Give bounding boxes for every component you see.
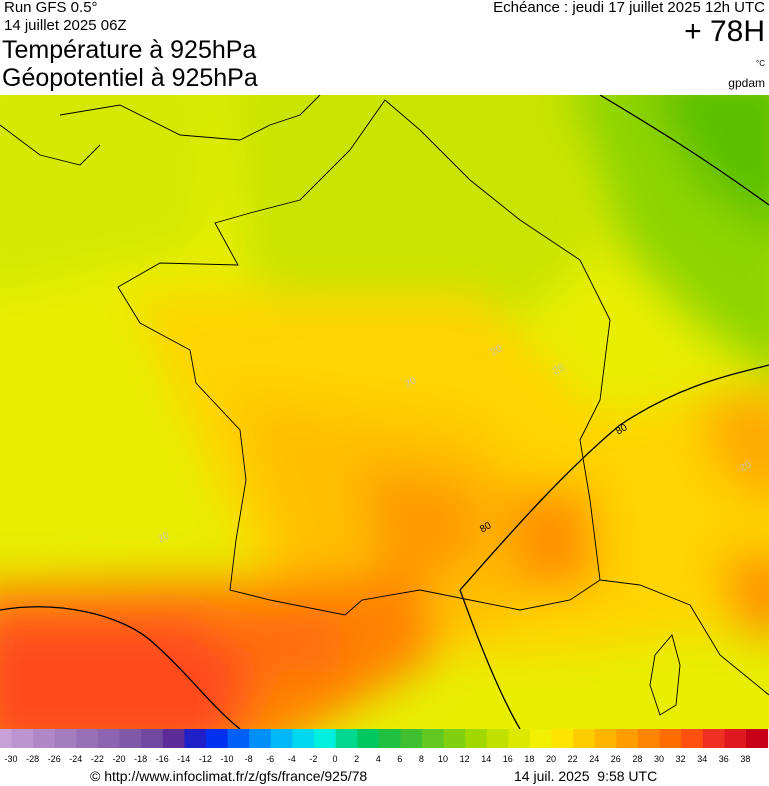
scale-label: 36 [719, 754, 729, 764]
contour-label: 20 [156, 530, 172, 545]
color-swatch [292, 729, 315, 748]
color-swatch [659, 729, 682, 748]
color-swatch [98, 729, 121, 748]
color-swatch [724, 729, 747, 748]
scale-label: 30 [654, 754, 664, 764]
contour-label: 20 [738, 459, 754, 474]
color-swatch [551, 729, 574, 748]
color-swatch [54, 729, 77, 748]
color-swatch [249, 729, 272, 748]
color-swatch [702, 729, 725, 748]
scale-label: -4 [288, 754, 296, 764]
color-swatch [11, 729, 34, 748]
scale-label: 12 [460, 754, 470, 764]
run-label: Run GFS 0.5° [4, 0, 98, 16]
scale-label: 20 [546, 754, 556, 764]
color-swatch [119, 729, 142, 748]
scale-label: 14 [481, 754, 491, 764]
scale-label: 10 [438, 754, 448, 764]
scale-label: 6 [397, 754, 402, 764]
scale-label: -30 [4, 754, 17, 764]
contour-label: 20 [489, 343, 505, 358]
color-swatch [746, 729, 769, 748]
scale-label: -16 [156, 754, 169, 764]
scale-label: 26 [611, 754, 621, 764]
color-swatch [184, 729, 207, 748]
color-swatch [33, 729, 56, 748]
scale-label: 2 [354, 754, 359, 764]
timestamp: 14 juil. 2025 9:58 UTC [514, 768, 658, 784]
scale-label: 28 [632, 754, 642, 764]
geopotential-contours [0, 95, 769, 729]
color-swatch [508, 729, 531, 748]
lead-time: + 78H [684, 15, 765, 48]
contour-label: 20 [551, 362, 567, 377]
color-swatch [573, 729, 596, 748]
color-swatch [616, 729, 639, 748]
scale-label: 4 [376, 754, 381, 764]
color-swatch [162, 729, 185, 748]
color-swatch [638, 729, 661, 748]
scale-label: 0 [332, 754, 337, 764]
scale-label: 8 [419, 754, 424, 764]
scale-label: -12 [199, 754, 212, 764]
scale-label: -10 [220, 754, 233, 764]
scale-label: -26 [48, 754, 61, 764]
scale-label: -22 [91, 754, 104, 764]
scale-label: -20 [112, 754, 125, 764]
temperature-field [0, 95, 769, 729]
scale-label: 22 [568, 754, 578, 764]
valid-time: Echéance : jeudi 17 juillet 2025 12h UTC [493, 0, 765, 16]
color-swatch [76, 729, 99, 748]
scale-label: -24 [69, 754, 82, 764]
color-swatch [378, 729, 401, 748]
scale-label: 32 [676, 754, 686, 764]
title-line1: Température à 925hPa [2, 36, 257, 64]
brand: gpdam [728, 76, 765, 90]
unit: °C [756, 59, 765, 68]
scale-label: -6 [266, 754, 274, 764]
scale-label: 34 [697, 754, 707, 764]
color-swatch [227, 729, 250, 748]
color-swatch [422, 729, 445, 748]
scale-label: 18 [524, 754, 534, 764]
map: 80 80 20 20 20 20 20 [0, 95, 769, 729]
color-swatch [443, 729, 466, 748]
scale-label: 38 [740, 754, 750, 764]
color-swatch [270, 729, 293, 748]
scale-label: -2 [309, 754, 317, 764]
contour-label: 80 [614, 422, 630, 437]
scale-label: -28 [26, 754, 39, 764]
color-swatch [486, 729, 509, 748]
scale-label: 16 [503, 754, 513, 764]
color-swatch [400, 729, 423, 748]
color-swatch [141, 729, 164, 748]
legend: -30 -28 -26 -24 -22 -20 -18 -16 -14 -12 -10 -8 -6 -4-… [0, 729, 769, 764]
scale-label: -18 [134, 754, 147, 764]
color-swatch [314, 729, 337, 748]
contour-label: 80 [478, 520, 494, 535]
color-swatch [0, 729, 13, 748]
color-swatch [530, 729, 553, 748]
title-line2: Géopotentiel à 925hPa [2, 64, 258, 92]
source-url: © http://www.infoclimat.fr/z/gfs/france/… [90, 768, 368, 784]
run-date: 14 juillet 2025 06Z [4, 17, 127, 34]
coastlines [0, 95, 769, 716]
color-swatch [681, 729, 704, 748]
color-swatch [465, 729, 488, 748]
color-swatch [206, 729, 229, 748]
scale-label: 24 [589, 754, 599, 764]
scale-label: -8 [245, 754, 253, 764]
scale-label: -14 [177, 754, 190, 764]
color-swatch [357, 729, 380, 748]
contour-label: 20 [403, 375, 419, 390]
color-swatch [335, 729, 358, 748]
color-swatch [594, 729, 617, 748]
